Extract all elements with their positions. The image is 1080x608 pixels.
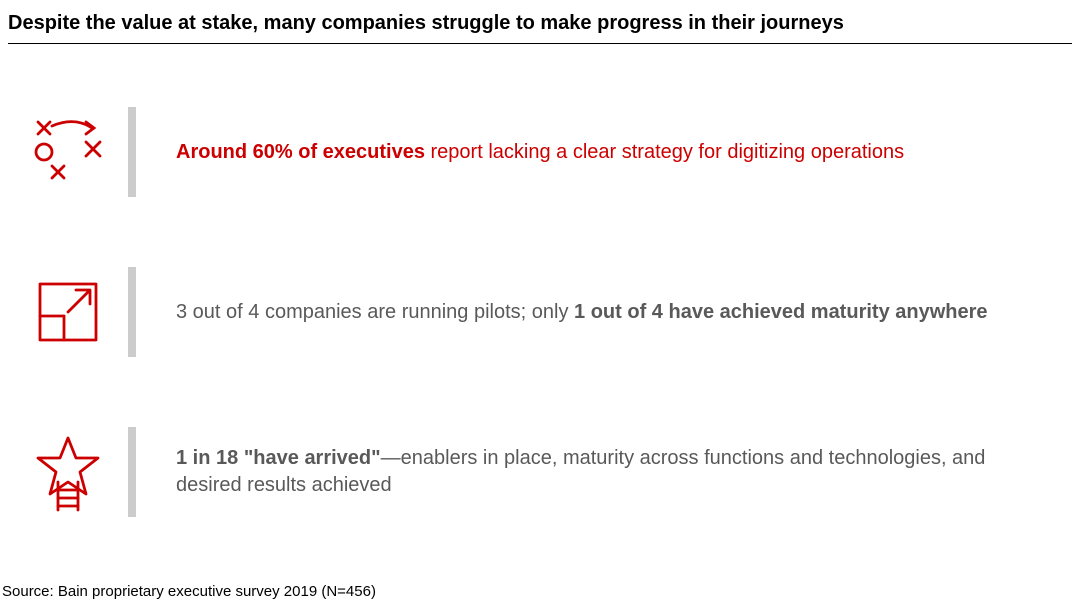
slide: Despite the value at stake, many compani… bbox=[0, 0, 1080, 608]
insight-text: 1 in 18 "have arrived"—enablers in place… bbox=[176, 445, 1072, 499]
insight-row: Around 60% of executives report lacking … bbox=[8, 72, 1072, 232]
row-divider bbox=[128, 107, 136, 197]
insight-text: Around 60% of executives report lacking … bbox=[176, 139, 1072, 166]
box-arrow-out-icon bbox=[8, 276, 128, 348]
row-divider bbox=[128, 267, 136, 357]
insight-row: 3 out of 4 companies are running pilots;… bbox=[8, 232, 1072, 392]
content-rows: Around 60% of executives report lacking … bbox=[8, 44, 1072, 600]
insight-text: 3 out of 4 companies are running pilots;… bbox=[176, 299, 1072, 326]
text-segment-bold: 1 out of 4 have achieved maturity anywhe… bbox=[574, 301, 987, 323]
strategy-x-o-arrow-icon bbox=[8, 112, 128, 192]
row-divider bbox=[128, 427, 136, 517]
source-note: Source: Bain proprietary executive surve… bbox=[2, 583, 376, 600]
star-ladder-icon bbox=[8, 432, 128, 512]
text-segment-bold: Around 60% of executives bbox=[176, 141, 425, 163]
insight-row: 1 in 18 "have arrived"—enablers in place… bbox=[8, 392, 1072, 552]
slide-title: Despite the value at stake, many compani… bbox=[8, 12, 1072, 43]
text-segment: report lacking a clear strategy for digi… bbox=[425, 141, 904, 163]
text-segment-bold: 1 in 18 "have arrived" bbox=[176, 447, 381, 469]
text-segment: 3 out of 4 companies are running pilots;… bbox=[176, 301, 574, 323]
